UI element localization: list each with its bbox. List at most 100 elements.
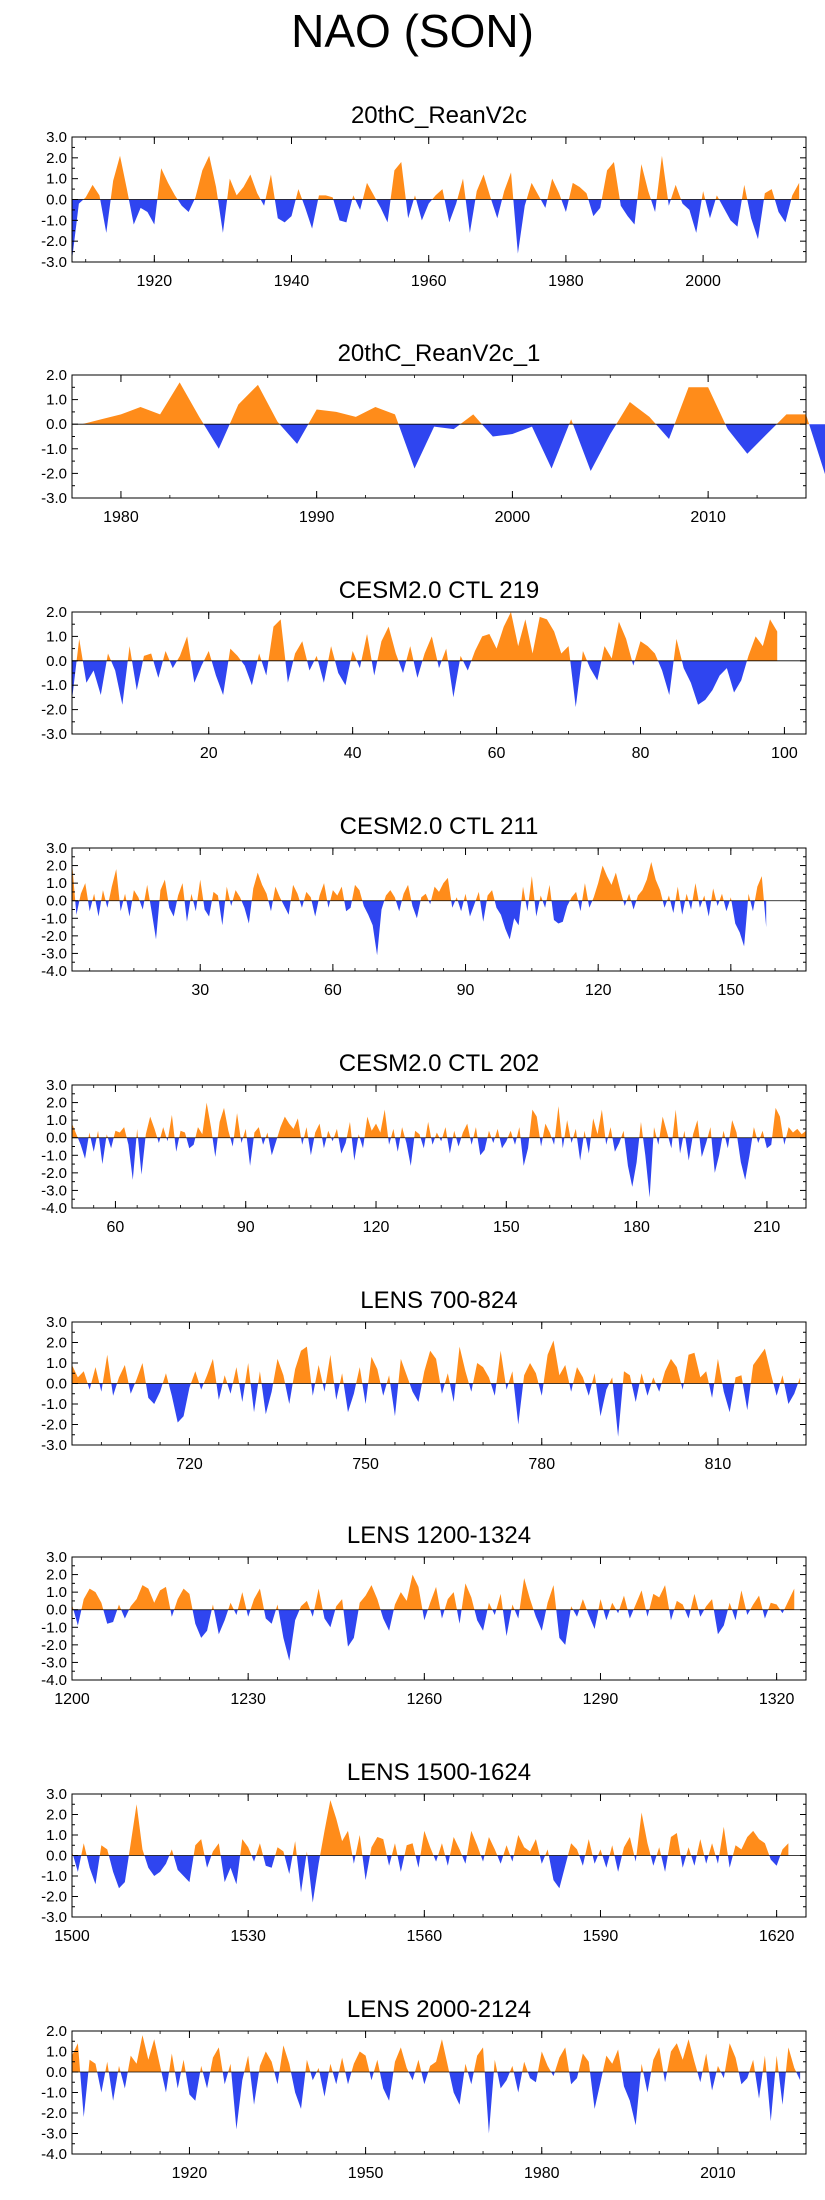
y-tick-label: -1.0 bbox=[41, 1619, 67, 1636]
negative-area bbox=[73, 1855, 781, 1903]
y-tick-label: -2.0 bbox=[41, 465, 67, 482]
y-tick-label: 1.0 bbox=[46, 392, 67, 409]
x-tick-label: 1990 bbox=[299, 509, 335, 526]
x-tick-label: 1320 bbox=[759, 1691, 795, 1708]
x-tick-label: 80 bbox=[632, 745, 650, 762]
y-tick-label: 2.0 bbox=[46, 1095, 67, 1112]
plot-frame bbox=[71, 847, 807, 972]
x-tick-label: 60 bbox=[324, 982, 342, 999]
chart-title: 20thC_ReanV2c bbox=[351, 102, 527, 129]
y-tick-label: 1.0 bbox=[46, 1827, 67, 1844]
y-tick-label: -1.0 bbox=[41, 1147, 67, 1164]
y-tick-label: 3.0 bbox=[46, 1549, 67, 1566]
y-tick-label: -2.0 bbox=[41, 2105, 67, 2122]
chart-panel: LENS 700-824 3.0 2.0 1.0 0.0 -1.0 -2.0 -3.0 720 7… bbox=[41, 1287, 807, 1473]
chart-panel: CESM2.0 CTL 219 2.0 1.0 0.0 -1.0 -2.0 -3.0 20 40… bbox=[41, 577, 807, 762]
chart-panel: LENS 1500-1624 3.0 2.0 1.0 0.0 -1.0 -2.0 -3.0 15… bbox=[41, 1759, 807, 1945]
x-tick-label: 30 bbox=[191, 982, 209, 999]
x-tick-label: 100 bbox=[771, 745, 798, 762]
y-tick-label: -1.0 bbox=[41, 1396, 67, 1413]
x-tick-label: 120 bbox=[585, 982, 612, 999]
y-tick-label: -2.0 bbox=[41, 928, 67, 945]
x-tick-label: 1950 bbox=[348, 2165, 384, 2182]
x-tick-label: 1260 bbox=[407, 1691, 443, 1708]
y-tick-label: 0.0 bbox=[46, 653, 67, 670]
chart-panel: 20thC_ReanV2c_1 2.0 1.0 0.0 -1.0 -2.0 -3.0 1980… bbox=[41, 340, 825, 526]
chart-panel: 20thC_ReanV2c 3.0 2.0 1.0 0.0 -1.0 -2.0 -3.0 192… bbox=[41, 102, 807, 290]
y-tick-label: -4.0 bbox=[41, 2146, 67, 2163]
y-tick-label: -4.0 bbox=[41, 1672, 67, 1689]
x-tick-label: 20 bbox=[200, 745, 218, 762]
y-tick-label: -2.0 bbox=[41, 1637, 67, 1654]
positive-area bbox=[72, 1340, 801, 1384]
chart-title: CESM2.0 CTL 211 bbox=[340, 813, 539, 840]
chart-title: CESM2.0 CTL 219 bbox=[339, 577, 540, 604]
x-tick-label: 90 bbox=[457, 982, 475, 999]
x-tick-label: 1980 bbox=[103, 509, 139, 526]
chart-title: CESM2.0 CTL 202 bbox=[339, 1050, 540, 1077]
y-tick-label: 0.0 bbox=[46, 192, 67, 209]
x-tick-label: 750 bbox=[352, 1456, 379, 1473]
chart-title: LENS 1200-1324 bbox=[347, 1522, 531, 1549]
y-tick-label: 0.0 bbox=[46, 1848, 67, 1865]
y-tick-label: 3.0 bbox=[46, 1077, 67, 1094]
y-tick-label: -1.0 bbox=[41, 2085, 67, 2102]
x-tick-label: 90 bbox=[237, 1219, 255, 1236]
x-tick-label: 120 bbox=[363, 1219, 390, 1236]
y-tick-label: 2.0 bbox=[46, 2023, 67, 2040]
x-tick-label: 1500 bbox=[54, 1928, 90, 1945]
x-tick-label: 810 bbox=[705, 1456, 732, 1473]
y-tick-label: 2.0 bbox=[46, 150, 67, 167]
x-tick-label: 180 bbox=[623, 1219, 650, 1236]
x-tick-label: 720 bbox=[176, 1456, 203, 1473]
y-tick-label: 1.0 bbox=[46, 1355, 67, 1372]
negative-area bbox=[203, 424, 825, 475]
y-tick-label: 1.0 bbox=[46, 1112, 67, 1129]
x-tick-label: 1980 bbox=[548, 273, 584, 290]
y-tick-label: 3.0 bbox=[46, 1786, 67, 1803]
chart-panel: CESM2.0 CTL 211 3.02.01.00.0-1.0-2.0-3.0-… bbox=[41, 813, 807, 999]
y-tick-label: -2.0 bbox=[41, 702, 67, 719]
y-tick-label: -3.0 bbox=[41, 1654, 67, 1671]
y-tick-label: 0.0 bbox=[46, 1130, 67, 1147]
negative-area bbox=[72, 660, 747, 708]
x-tick-label: 2010 bbox=[690, 509, 726, 526]
y-tick-label: 0.0 bbox=[46, 416, 67, 433]
y-tick-label: -2.0 bbox=[41, 1417, 67, 1434]
y-tick-label: 0.0 bbox=[46, 2064, 67, 2081]
x-tick-label: 2000 bbox=[685, 273, 721, 290]
y-tick-label: 2.0 bbox=[46, 604, 67, 621]
x-tick-label: 1940 bbox=[274, 273, 310, 290]
y-tick-label: 0.0 bbox=[46, 1376, 67, 1393]
plot-frame bbox=[71, 2030, 807, 2155]
x-tick-label: 1980 bbox=[524, 2165, 560, 2182]
positive-area bbox=[72, 2035, 797, 2072]
y-tick-label: 3.0 bbox=[46, 840, 67, 857]
x-tick-label: 1620 bbox=[759, 1928, 795, 1945]
x-tick-label: 150 bbox=[493, 1219, 520, 1236]
y-tick-label: -3.0 bbox=[41, 726, 67, 743]
y-tick-label: -2.0 bbox=[41, 233, 67, 250]
chart-panel: LENS 2000-2124 2.0 1.0 0.0 -1.0 -2.0 -3.0 -4.0 1… bbox=[41, 1996, 807, 2182]
y-tick-label: -2.0 bbox=[41, 1889, 67, 1906]
chart-title: LENS 1500-1624 bbox=[347, 1759, 531, 1786]
y-tick-label: -3.0 bbox=[41, 1437, 67, 1454]
chart-title: LENS 2000-2124 bbox=[347, 1996, 531, 2023]
y-tick-label: -3.0 bbox=[41, 945, 67, 962]
plot-frame bbox=[71, 1084, 807, 1209]
chart-panel: LENS 1200-1324 3.02.01.00.0-1.0-2.0-3.0-4… bbox=[41, 1522, 807, 1708]
x-tick-label: 1590 bbox=[583, 1928, 619, 1945]
y-tick-label: -3.0 bbox=[41, 254, 67, 271]
x-tick-label: 1920 bbox=[172, 2165, 208, 2182]
positive-area bbox=[81, 382, 810, 425]
x-tick-label: 2000 bbox=[495, 509, 531, 526]
y-tick-label: 2.0 bbox=[46, 1807, 67, 1824]
y-tick-label: -3.0 bbox=[41, 2126, 67, 2143]
positive-area bbox=[76, 612, 778, 661]
chart-title: 20thC_ReanV2c_1 bbox=[338, 340, 541, 367]
negative-area bbox=[73, 1609, 785, 1661]
x-tick-label: 1960 bbox=[411, 273, 447, 290]
y-tick-label: 1.0 bbox=[46, 171, 67, 188]
y-tick-label: -3.0 bbox=[41, 1182, 67, 1199]
